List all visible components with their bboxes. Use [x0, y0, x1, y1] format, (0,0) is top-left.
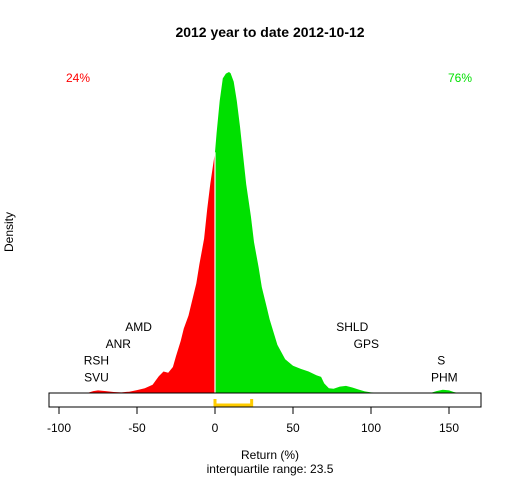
x-tick-label: -50 [128, 421, 146, 435]
y-axis-label: Density [2, 212, 16, 252]
positive-percentage: 76% [448, 71, 472, 85]
x-tick-label: -100 [47, 421, 71, 435]
chart-title: 2012 year to date 2012-10-12 [175, 24, 364, 40]
plot-frame [48, 392, 482, 408]
ticker-label: SVU [84, 370, 109, 384]
x-axis-label: Return (%) [241, 448, 299, 462]
ticker-label: S [437, 354, 445, 368]
ticker-label: ANR [106, 337, 132, 351]
ticker-label: PHM [431, 370, 458, 384]
iqr-subtitle: interquartile range: 23.5 [207, 462, 334, 476]
x-axis: -100 -50 0 50 100 150 [47, 406, 459, 435]
x-tick-label: 150 [439, 421, 459, 435]
iqr-bracket [213, 399, 254, 407]
negative-return-area [87, 152, 215, 393]
ticker-label: AMD [125, 320, 152, 334]
annotation-group: AMD ANR RSH SVU SHLD GPS S PHM [84, 320, 458, 384]
ticker-label: RSH [84, 354, 109, 368]
positive-return-area [215, 72, 459, 393]
x-tick-label: 100 [361, 421, 381, 435]
ticker-label: GPS [354, 337, 379, 351]
negative-percentage: 24% [66, 71, 90, 85]
x-tick-label: 50 [286, 421, 300, 435]
ticker-label: SHLD [336, 320, 368, 334]
x-tick-label: 0 [212, 421, 219, 435]
